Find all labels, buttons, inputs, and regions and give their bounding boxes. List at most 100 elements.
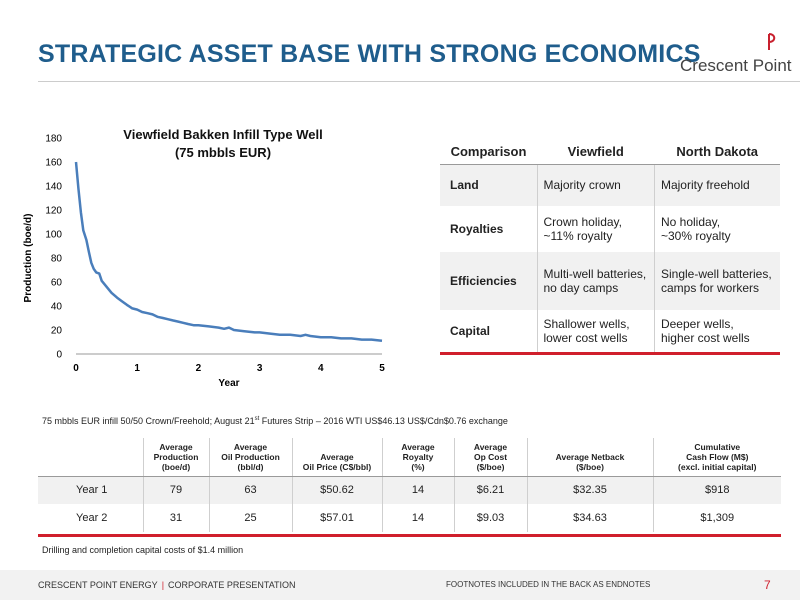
cell-text: higher cost wells bbox=[660, 331, 750, 345]
cell-text: Deeper wells, bbox=[660, 317, 734, 331]
chart-title-line1: Viewfield Bakken Infill Type Well bbox=[123, 127, 323, 142]
header-avg-oil-production: Average Oil Production (bbl/d) bbox=[208, 438, 292, 477]
page-footer: CRESCENT POINT ENERGY | CORPORATE PRESENTA… bbox=[0, 570, 800, 600]
table-cell: $9.03 bbox=[453, 504, 527, 532]
viewfield-cell: Majority crown bbox=[536, 164, 655, 206]
footnote-text: Futures Strip – 2016 WTI US$46.13 US$/Cd… bbox=[259, 416, 508, 426]
table-row: Capital Shallower wells, lower cost well… bbox=[440, 310, 780, 352]
table-row: Year 1 79 63 $50.62 14 $6.21 $32.35 $918 bbox=[38, 476, 781, 504]
economics-header-row: Average Production (boe/d) Average Oil Prod… bbox=[38, 438, 781, 477]
footnote-text: 75 mbbls EUR infill 50/50 Crown/Freehold… bbox=[42, 416, 255, 426]
header-line: Cash Flow (M$) bbox=[686, 451, 749, 462]
header-line: (%) bbox=[411, 461, 425, 472]
assumptions-footnote: 75 mbbls EUR infill 50/50 Crown/Freehold… bbox=[42, 416, 508, 426]
north-dakota-cell: Deeper wells, higher cost wells bbox=[653, 310, 780, 352]
header-line: (boe/d) bbox=[161, 461, 191, 472]
logo-text: Crescent Point bbox=[680, 56, 792, 75]
table-cell: $34.63 bbox=[526, 504, 653, 532]
economics-bottom-rule bbox=[38, 534, 781, 537]
page-number: 7 bbox=[764, 578, 771, 592]
footer-company-name: CRESCENT POINT ENERGY bbox=[38, 580, 158, 590]
viewfield-cell: Shallower wells, lower cost wells bbox=[536, 310, 655, 352]
table-cell: 14 bbox=[381, 504, 454, 532]
header-line: Average bbox=[401, 441, 435, 452]
y-tick-label: 120 bbox=[45, 206, 62, 217]
cell-text: No holiday, bbox=[660, 215, 721, 229]
x-tick-label: 5 bbox=[379, 363, 385, 374]
header-avg-oil-price: Average Oil Price (C$/bbl) bbox=[291, 438, 382, 477]
row-label: Efficiencies bbox=[440, 252, 537, 310]
x-tick-label: 4 bbox=[318, 363, 324, 374]
viewfield-cell: Crown holiday, ~11% royalty bbox=[536, 206, 655, 252]
x-tick-label: 0 bbox=[73, 363, 79, 374]
footnote-superscript: st bbox=[254, 416, 260, 422]
header-line: Average bbox=[159, 441, 193, 452]
y-tick-label: 60 bbox=[51, 278, 63, 289]
chart-canvas: 0 20 40 60 80 100 120 140 160 180 0 1 2 3 4 5 Year Pro… bbox=[23, 134, 385, 390]
row-label: Year 1 bbox=[38, 476, 143, 504]
header-line: ($/boe) bbox=[476, 461, 505, 472]
page-title: STRATEGIC ASSET BASE WITH STRONG ECONOMI… bbox=[38, 40, 701, 68]
header-avg-op-cost: Average Op Cost ($/boe) bbox=[453, 438, 527, 477]
header-line: Op Cost bbox=[473, 451, 508, 462]
row-label: Royalties bbox=[450, 222, 504, 236]
y-tick-label: 140 bbox=[45, 182, 62, 193]
cell-text: Shallower wells, bbox=[543, 317, 630, 331]
cell-text: no day camps bbox=[543, 281, 619, 295]
table-cell: $32.35 bbox=[526, 476, 653, 504]
north-dakota-cell: Single-well batteries, camps for workers bbox=[653, 252, 780, 310]
table-cell: 31 bbox=[142, 504, 209, 532]
cell-text: lower cost wells bbox=[543, 331, 628, 345]
x-tick-label: 3 bbox=[257, 363, 263, 374]
type-well-chart: 0 20 40 60 80 100 120 140 160 180 0 1 2 3 4 5 Year Pro… bbox=[18, 120, 398, 400]
capital-cost-note: Drilling and completion capital costs of… bbox=[42, 545, 244, 555]
chart-title-line2: (75 mbbls EUR) bbox=[174, 145, 272, 160]
table-row: Land Majority crown Majority freehold bbox=[440, 164, 780, 206]
row-label: Land bbox=[440, 164, 537, 206]
table-cell: $57.01 bbox=[291, 504, 382, 532]
header-line: Royalty bbox=[402, 451, 434, 462]
north-dakota-cell: Majority freehold bbox=[653, 164, 780, 206]
table-cell: $918 bbox=[652, 476, 781, 504]
table-row: Efficiencies Multi-well batteries, no da… bbox=[440, 252, 780, 310]
comparison-bottom-rule bbox=[440, 352, 780, 355]
table-cell: 63 bbox=[208, 476, 292, 504]
cell-text: ~30% royalty bbox=[660, 229, 731, 243]
cell-text: Multi-well batteries, bbox=[543, 267, 647, 281]
y-tick-label: 160 bbox=[45, 158, 62, 169]
y-tick-label: 20 bbox=[51, 326, 63, 337]
table-cell: $1,309 bbox=[652, 504, 781, 532]
header-line: ($/boe) bbox=[576, 461, 604, 472]
company-logo: Crescent Point bbox=[672, 26, 792, 76]
footer-company: CRESCENT POINT ENERGY | CORPORATE PRESENTA… bbox=[38, 580, 296, 590]
table-cell: 14 bbox=[381, 476, 454, 504]
comparison-header-cell: North Dakota bbox=[654, 140, 780, 165]
north-dakota-cell: No holiday, ~30% royalty bbox=[653, 206, 780, 252]
table-cell: 79 bbox=[142, 476, 209, 504]
y-tick-label: 80 bbox=[51, 254, 63, 265]
header-line: Cumulative bbox=[694, 441, 741, 452]
row-label: Year 2 bbox=[76, 512, 108, 524]
cell-text: ~11% royalty bbox=[543, 229, 613, 243]
table-cell: $6.21 bbox=[453, 476, 527, 504]
chart-title: Viewfield Bakken Infill Type Well (75 mb… bbox=[118, 126, 328, 162]
header-line: Average bbox=[233, 441, 268, 452]
table-cell: 25 bbox=[208, 504, 292, 532]
y-tick-label: 100 bbox=[45, 230, 62, 241]
header-cumulative-cash-flow: Cumulative Cash Flow (M$) (excl. initial c… bbox=[652, 438, 781, 477]
comparison-header-cell: Comparison bbox=[440, 140, 537, 165]
x-axis-label: Year bbox=[218, 378, 239, 389]
header-avg-production: Average Production (boe/d) bbox=[142, 438, 209, 477]
production-series-line bbox=[74, 161, 383, 343]
x-tick-label: 1 bbox=[134, 363, 140, 374]
header-line: (excl. initial capital) bbox=[678, 461, 757, 472]
header-divider bbox=[38, 81, 800, 82]
crescent-logo-icon bbox=[759, 29, 776, 51]
cell-text: Crown holiday, bbox=[543, 215, 622, 229]
economics-header-blank bbox=[38, 438, 143, 477]
cell-text: Majority freehold bbox=[660, 178, 750, 193]
economics-table: Average Production (boe/d) Average Oil Prod… bbox=[38, 438, 781, 532]
viewfield-cell: Multi-well batteries, no day camps bbox=[536, 252, 655, 310]
header-avg-netback: Average Netback ($/boe) bbox=[526, 438, 653, 477]
header-line: Average bbox=[320, 451, 354, 462]
